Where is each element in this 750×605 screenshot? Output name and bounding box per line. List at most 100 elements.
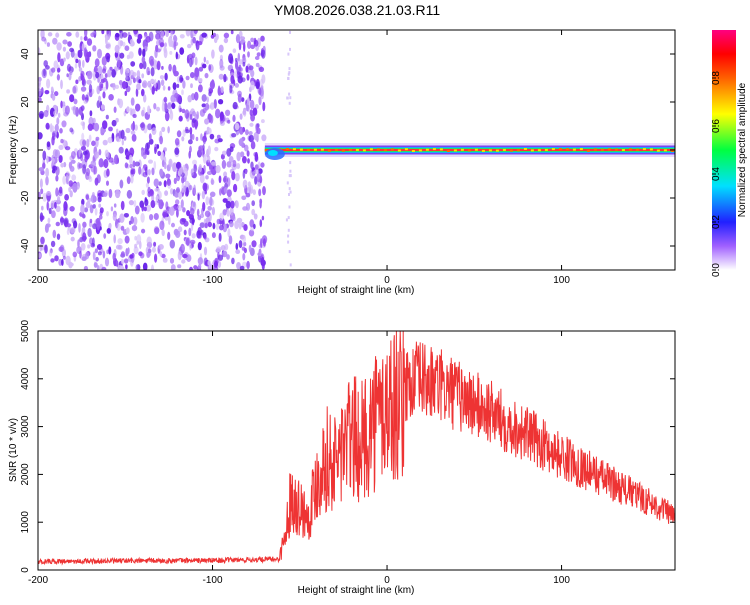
noise-cell <box>108 188 113 199</box>
signal-peak <box>467 149 471 152</box>
colorbar-gradient <box>712 30 736 270</box>
noise-cell <box>83 47 87 58</box>
noise-cell <box>185 30 191 37</box>
noise-cell <box>141 56 146 64</box>
noise-cell <box>93 122 100 132</box>
noise-cell <box>89 218 93 224</box>
noise-cell <box>155 33 161 40</box>
noise-cell <box>64 146 71 151</box>
noise-cell <box>194 71 199 81</box>
noise-cell <box>191 110 196 117</box>
noise-cell <box>87 227 92 238</box>
noise-cell <box>215 108 221 119</box>
noise-cell <box>289 30 291 34</box>
noise-cell <box>173 70 179 77</box>
noise-cell <box>188 139 193 145</box>
noise-cell <box>208 64 212 71</box>
noise-cell <box>171 102 176 109</box>
noise-cell <box>39 178 43 189</box>
noise-cell <box>87 244 91 249</box>
noise-cell <box>181 259 186 264</box>
noise-cell <box>146 236 152 245</box>
noise-cell <box>93 262 98 268</box>
noise-cell <box>200 133 203 141</box>
noise-cell <box>118 265 125 270</box>
noise-cell <box>139 62 144 69</box>
noise-cell <box>154 146 157 155</box>
noise-cell <box>189 266 193 270</box>
noise-cell <box>141 203 145 212</box>
noise-cell <box>155 44 159 53</box>
noise-cell <box>120 200 125 211</box>
noise-cell <box>246 150 250 157</box>
noise-cell <box>82 213 86 219</box>
noise-cell <box>255 124 259 134</box>
noise-cell <box>176 130 182 138</box>
noise-cell <box>150 264 155 270</box>
noise-cell <box>58 246 64 252</box>
noise-cell <box>160 30 164 39</box>
noise-cell <box>194 91 199 101</box>
colorbar: 0.0 0.2 0.4 0.6 0.8 Normalized spectral ampl… <box>711 30 748 277</box>
noise-cell <box>289 190 292 194</box>
noise-cell <box>74 63 78 69</box>
noise-cell <box>204 72 209 79</box>
noise-cell <box>235 242 239 251</box>
noise-cell <box>126 176 131 185</box>
signal-peak <box>649 148 653 151</box>
noise-cell <box>203 164 206 174</box>
noise-cell <box>164 102 168 112</box>
noise-cell <box>163 147 167 152</box>
noise-cell <box>159 220 165 231</box>
noise-cell <box>159 135 164 145</box>
noise-cell <box>188 184 193 191</box>
noise-cell <box>244 144 249 152</box>
noise-cell <box>202 182 208 192</box>
noise-cell <box>207 221 212 228</box>
y-tick-label: 0 <box>20 147 31 153</box>
noise-cell <box>160 151 165 161</box>
noise-cell <box>211 161 217 166</box>
noise-cell <box>119 213 125 223</box>
noise-cell <box>182 80 186 89</box>
noise-cell <box>62 46 66 52</box>
noise-cell <box>148 159 153 164</box>
noise-cell <box>138 166 142 175</box>
signal-peak <box>439 148 443 151</box>
noise-cell <box>124 235 130 244</box>
noise-cell <box>130 216 134 224</box>
noise-cell <box>191 133 195 141</box>
noise-cell <box>105 80 109 90</box>
noise-cell <box>181 218 187 223</box>
noise-cell <box>163 96 168 103</box>
noise-cell <box>127 247 130 255</box>
noise-cell <box>82 121 85 131</box>
noise-cell <box>232 101 238 110</box>
noise-cell <box>154 253 158 263</box>
noise-cell <box>230 200 235 209</box>
noise-cell <box>55 166 60 176</box>
noise-cell <box>209 196 213 207</box>
noise-cell <box>106 56 110 63</box>
noise-cell <box>88 89 93 98</box>
noise-cell <box>137 33 143 40</box>
noise-cell <box>196 208 200 217</box>
noise-cell <box>196 42 200 49</box>
noise-cell <box>52 132 56 141</box>
noise-cell <box>158 244 164 250</box>
noise-cell <box>71 174 77 181</box>
noise-cell <box>54 91 59 97</box>
noise-cell <box>82 150 88 156</box>
noise-cell <box>62 175 67 185</box>
noise-cell <box>125 264 128 270</box>
noise-cell <box>164 72 168 81</box>
noise-cell <box>173 40 177 51</box>
noise-cell <box>53 110 58 116</box>
noise-cell <box>80 152 84 162</box>
y-tick-label: -20 <box>20 190 31 205</box>
noise-cell <box>69 206 75 212</box>
noise-cell <box>129 107 133 116</box>
noise-cell <box>169 110 174 121</box>
noise-cell <box>219 111 224 121</box>
